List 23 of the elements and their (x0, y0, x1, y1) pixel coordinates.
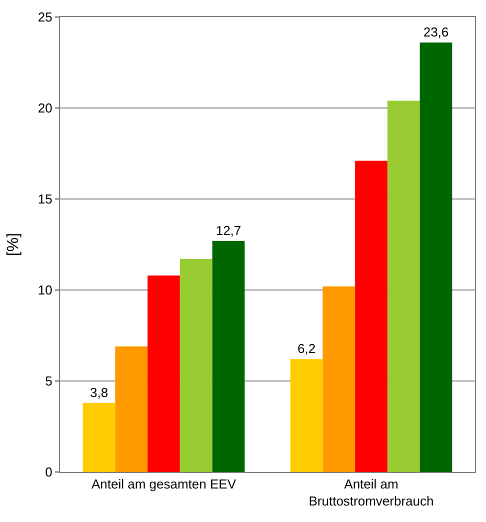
bar (420, 42, 452, 472)
x-tick-label: Anteil am gesamten EEV (91, 476, 236, 492)
y-tick-label: 20 (38, 100, 52, 116)
bar (322, 286, 356, 472)
y-tick-label: 25 (38, 10, 52, 25)
x-tick-label: Anteil am Bruttostromverbrauch (308, 476, 434, 508)
bar (115, 346, 148, 472)
data-label: 3,8 (90, 384, 108, 400)
y-tick-label: 15 (38, 192, 52, 207)
data-label: 6,2 (297, 341, 316, 356)
data-label: 23,6 (423, 24, 449, 40)
bar (82, 402, 116, 472)
bar (212, 240, 245, 472)
y-tick-label: 10 (38, 282, 52, 298)
y-axis-title: [%] (4, 232, 22, 256)
bar (180, 259, 212, 472)
bar (148, 275, 180, 472)
data-label: 12,7 (216, 222, 242, 238)
bar (387, 100, 420, 472)
y-tick-label: 5 (45, 374, 52, 389)
bar (355, 160, 388, 472)
bar (290, 359, 323, 472)
y-tick-label: 0 (45, 464, 52, 480)
